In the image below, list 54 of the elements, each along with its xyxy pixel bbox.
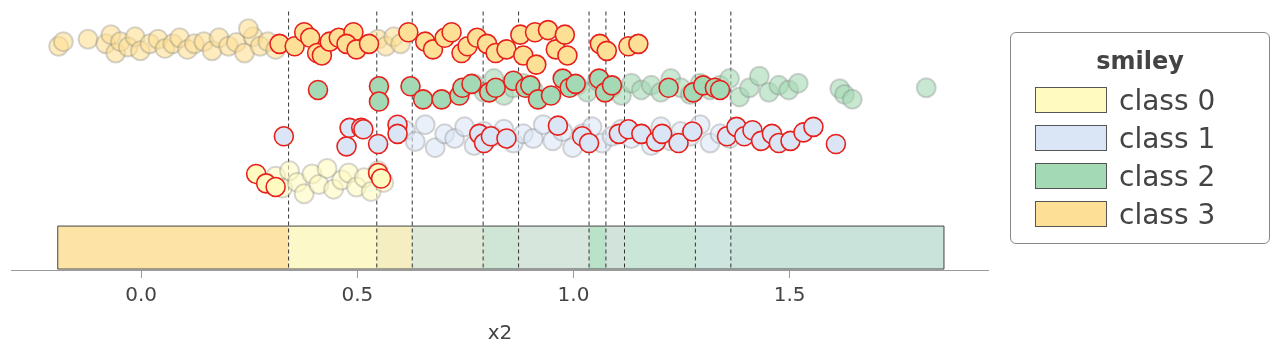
point bbox=[557, 45, 578, 66]
point bbox=[387, 123, 408, 145]
x-tick-label: 1.0 bbox=[557, 282, 590, 307]
point bbox=[336, 136, 357, 157]
legend-label: class 1 bbox=[1119, 121, 1216, 155]
point bbox=[526, 54, 547, 75]
x-tick-label: 1.5 bbox=[773, 282, 806, 307]
point bbox=[265, 176, 286, 198]
point bbox=[293, 183, 315, 205]
point bbox=[237, 18, 259, 40]
legend-label: class 3 bbox=[1119, 197, 1216, 231]
point bbox=[414, 114, 436, 136]
point bbox=[358, 33, 380, 55]
point bbox=[77, 28, 99, 50]
point bbox=[748, 65, 770, 87]
point bbox=[404, 131, 426, 153]
x-tick-label: 0.5 bbox=[341, 282, 374, 307]
point bbox=[787, 72, 809, 94]
point bbox=[841, 88, 863, 110]
point bbox=[273, 125, 295, 147]
point bbox=[431, 89, 452, 110]
point bbox=[628, 33, 649, 55]
point bbox=[496, 128, 517, 149]
point bbox=[367, 133, 389, 155]
point bbox=[496, 39, 517, 60]
point bbox=[547, 115, 569, 136]
point bbox=[825, 133, 847, 155]
point bbox=[578, 132, 600, 154]
legend-label: class 2 bbox=[1119, 159, 1216, 193]
legend-label: class 0 bbox=[1119, 83, 1216, 117]
point bbox=[537, 19, 559, 41]
point bbox=[400, 76, 421, 97]
point bbox=[441, 21, 462, 43]
point bbox=[658, 77, 679, 99]
point bbox=[554, 24, 576, 45]
point bbox=[803, 116, 824, 138]
x-axis-title: x2 bbox=[487, 320, 513, 345]
point bbox=[682, 121, 703, 142]
point bbox=[368, 91, 390, 112]
point bbox=[454, 116, 476, 138]
point bbox=[709, 79, 731, 101]
point bbox=[485, 77, 506, 99]
point bbox=[316, 157, 338, 179]
point bbox=[307, 79, 329, 101]
legend-title: smiley bbox=[1095, 47, 1185, 75]
point bbox=[398, 21, 419, 43]
x-tick-label: 0.0 bbox=[125, 282, 158, 307]
point bbox=[596, 40, 618, 62]
point bbox=[668, 132, 689, 154]
point bbox=[915, 77, 937, 99]
point bbox=[651, 123, 673, 145]
point bbox=[540, 85, 562, 106]
point bbox=[424, 137, 446, 159]
point bbox=[412, 89, 434, 110]
